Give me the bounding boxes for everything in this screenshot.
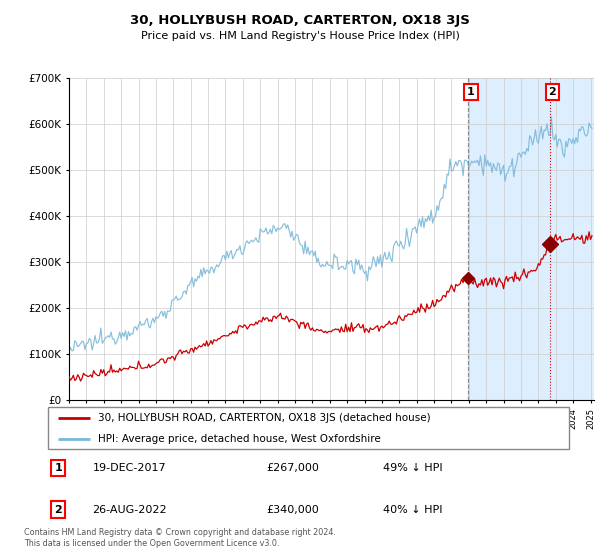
Text: £267,000: £267,000 bbox=[267, 463, 320, 473]
Text: Contains HM Land Registry data © Crown copyright and database right 2024.
This d: Contains HM Land Registry data © Crown c… bbox=[24, 528, 336, 548]
Text: 1: 1 bbox=[467, 87, 475, 97]
Text: Price paid vs. HM Land Registry's House Price Index (HPI): Price paid vs. HM Land Registry's House … bbox=[140, 31, 460, 41]
Text: 30, HOLLYBUSH ROAD, CARTERTON, OX18 3JS: 30, HOLLYBUSH ROAD, CARTERTON, OX18 3JS bbox=[130, 14, 470, 27]
Text: 1: 1 bbox=[55, 463, 62, 473]
Text: 19-DEC-2017: 19-DEC-2017 bbox=[92, 463, 166, 473]
FancyBboxPatch shape bbox=[47, 407, 569, 449]
Text: 30, HOLLYBUSH ROAD, CARTERTON, OX18 3JS (detached house): 30, HOLLYBUSH ROAD, CARTERTON, OX18 3JS … bbox=[98, 413, 430, 423]
Text: HPI: Average price, detached house, West Oxfordshire: HPI: Average price, detached house, West… bbox=[98, 435, 380, 444]
Text: 2: 2 bbox=[55, 505, 62, 515]
Bar bbox=[469, 78, 594, 400]
Text: 2: 2 bbox=[548, 87, 556, 97]
Text: 49% ↓ HPI: 49% ↓ HPI bbox=[383, 463, 443, 473]
Text: £340,000: £340,000 bbox=[267, 505, 320, 515]
Text: 26-AUG-2022: 26-AUG-2022 bbox=[92, 505, 167, 515]
Text: 40% ↓ HPI: 40% ↓ HPI bbox=[383, 505, 442, 515]
